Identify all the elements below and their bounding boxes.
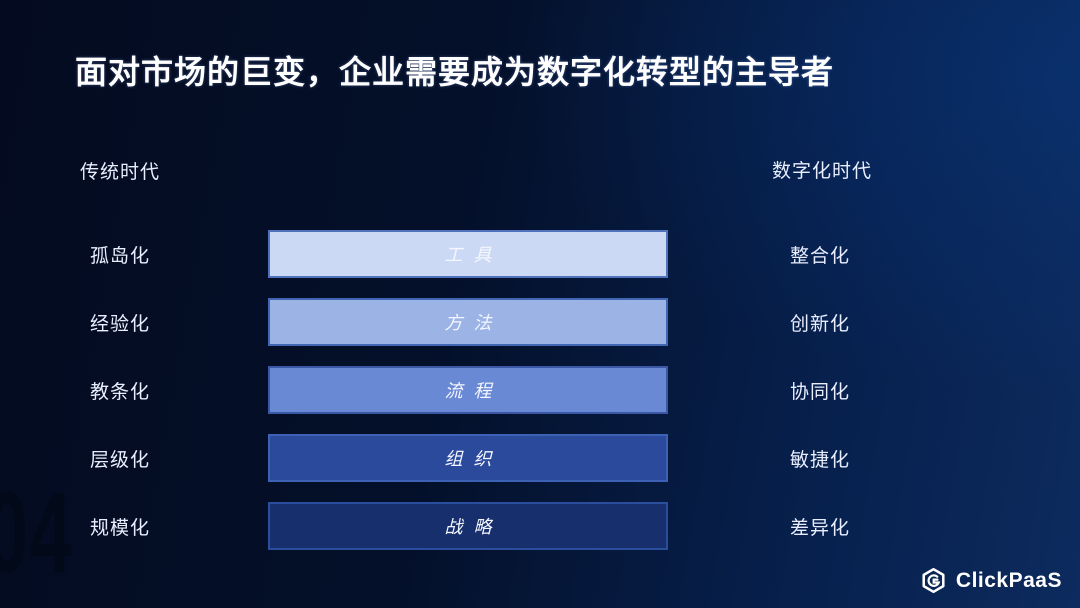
left-label: 教条化 <box>90 381 151 403</box>
list-item: 整合化 <box>790 230 850 278</box>
list-item: 孤岛化 <box>90 230 150 278</box>
clickpaas-hexagon-icon <box>922 567 945 594</box>
right-label: 协同化 <box>790 381 851 403</box>
list-item: 差异化 <box>790 502 850 550</box>
left-column-header: 传统时代 <box>80 162 161 183</box>
left-label: 孤岛化 <box>90 245 151 267</box>
bar-label: 战略 <box>444 517 503 538</box>
bar-label: 流程 <box>444 381 503 402</box>
left-label: 层级化 <box>90 449 151 471</box>
bar-process: 流程 <box>268 366 668 414</box>
left-label: 规模化 <box>90 517 151 539</box>
slide-title: 面对市场的巨变，企业需要成为数字化转型的主导者 <box>75 54 835 90</box>
left-label: 经验化 <box>90 313 151 335</box>
bar-label: 组织 <box>444 449 503 470</box>
right-column-labels: 整合化 创新化 协同化 敏捷化 差异化 <box>790 230 850 570</box>
list-item: 协同化 <box>790 366 850 414</box>
left-column-labels: 孤岛化 经验化 教条化 层级化 规模化 <box>90 230 150 570</box>
list-item: 敏捷化 <box>790 434 850 482</box>
bar-label: 方法 <box>444 313 503 334</box>
center-bars: 工具 方法 流程 组织 战略 <box>268 230 668 570</box>
page-number-watermark: 04 <box>0 469 74 597</box>
list-item: 规模化 <box>90 502 150 550</box>
list-item: 经验化 <box>90 298 150 346</box>
bar-strategy: 战略 <box>268 502 668 550</box>
bar-methods: 方法 <box>268 298 668 346</box>
brand-logo: ClickPaaS <box>920 567 1062 594</box>
bar-label: 工具 <box>444 245 503 266</box>
right-label: 敏捷化 <box>790 449 851 471</box>
list-item: 教条化 <box>90 366 150 414</box>
list-item: 层级化 <box>90 434 150 482</box>
list-item: 创新化 <box>790 298 850 346</box>
right-label: 创新化 <box>790 313 851 335</box>
bar-organization: 组织 <box>268 434 668 482</box>
right-label: 整合化 <box>790 245 851 267</box>
brand-name: ClickPaaS <box>955 568 1062 592</box>
bar-tools: 工具 <box>268 230 668 278</box>
right-column-header: 数字化时代 <box>772 161 873 182</box>
right-label: 差异化 <box>790 517 851 539</box>
